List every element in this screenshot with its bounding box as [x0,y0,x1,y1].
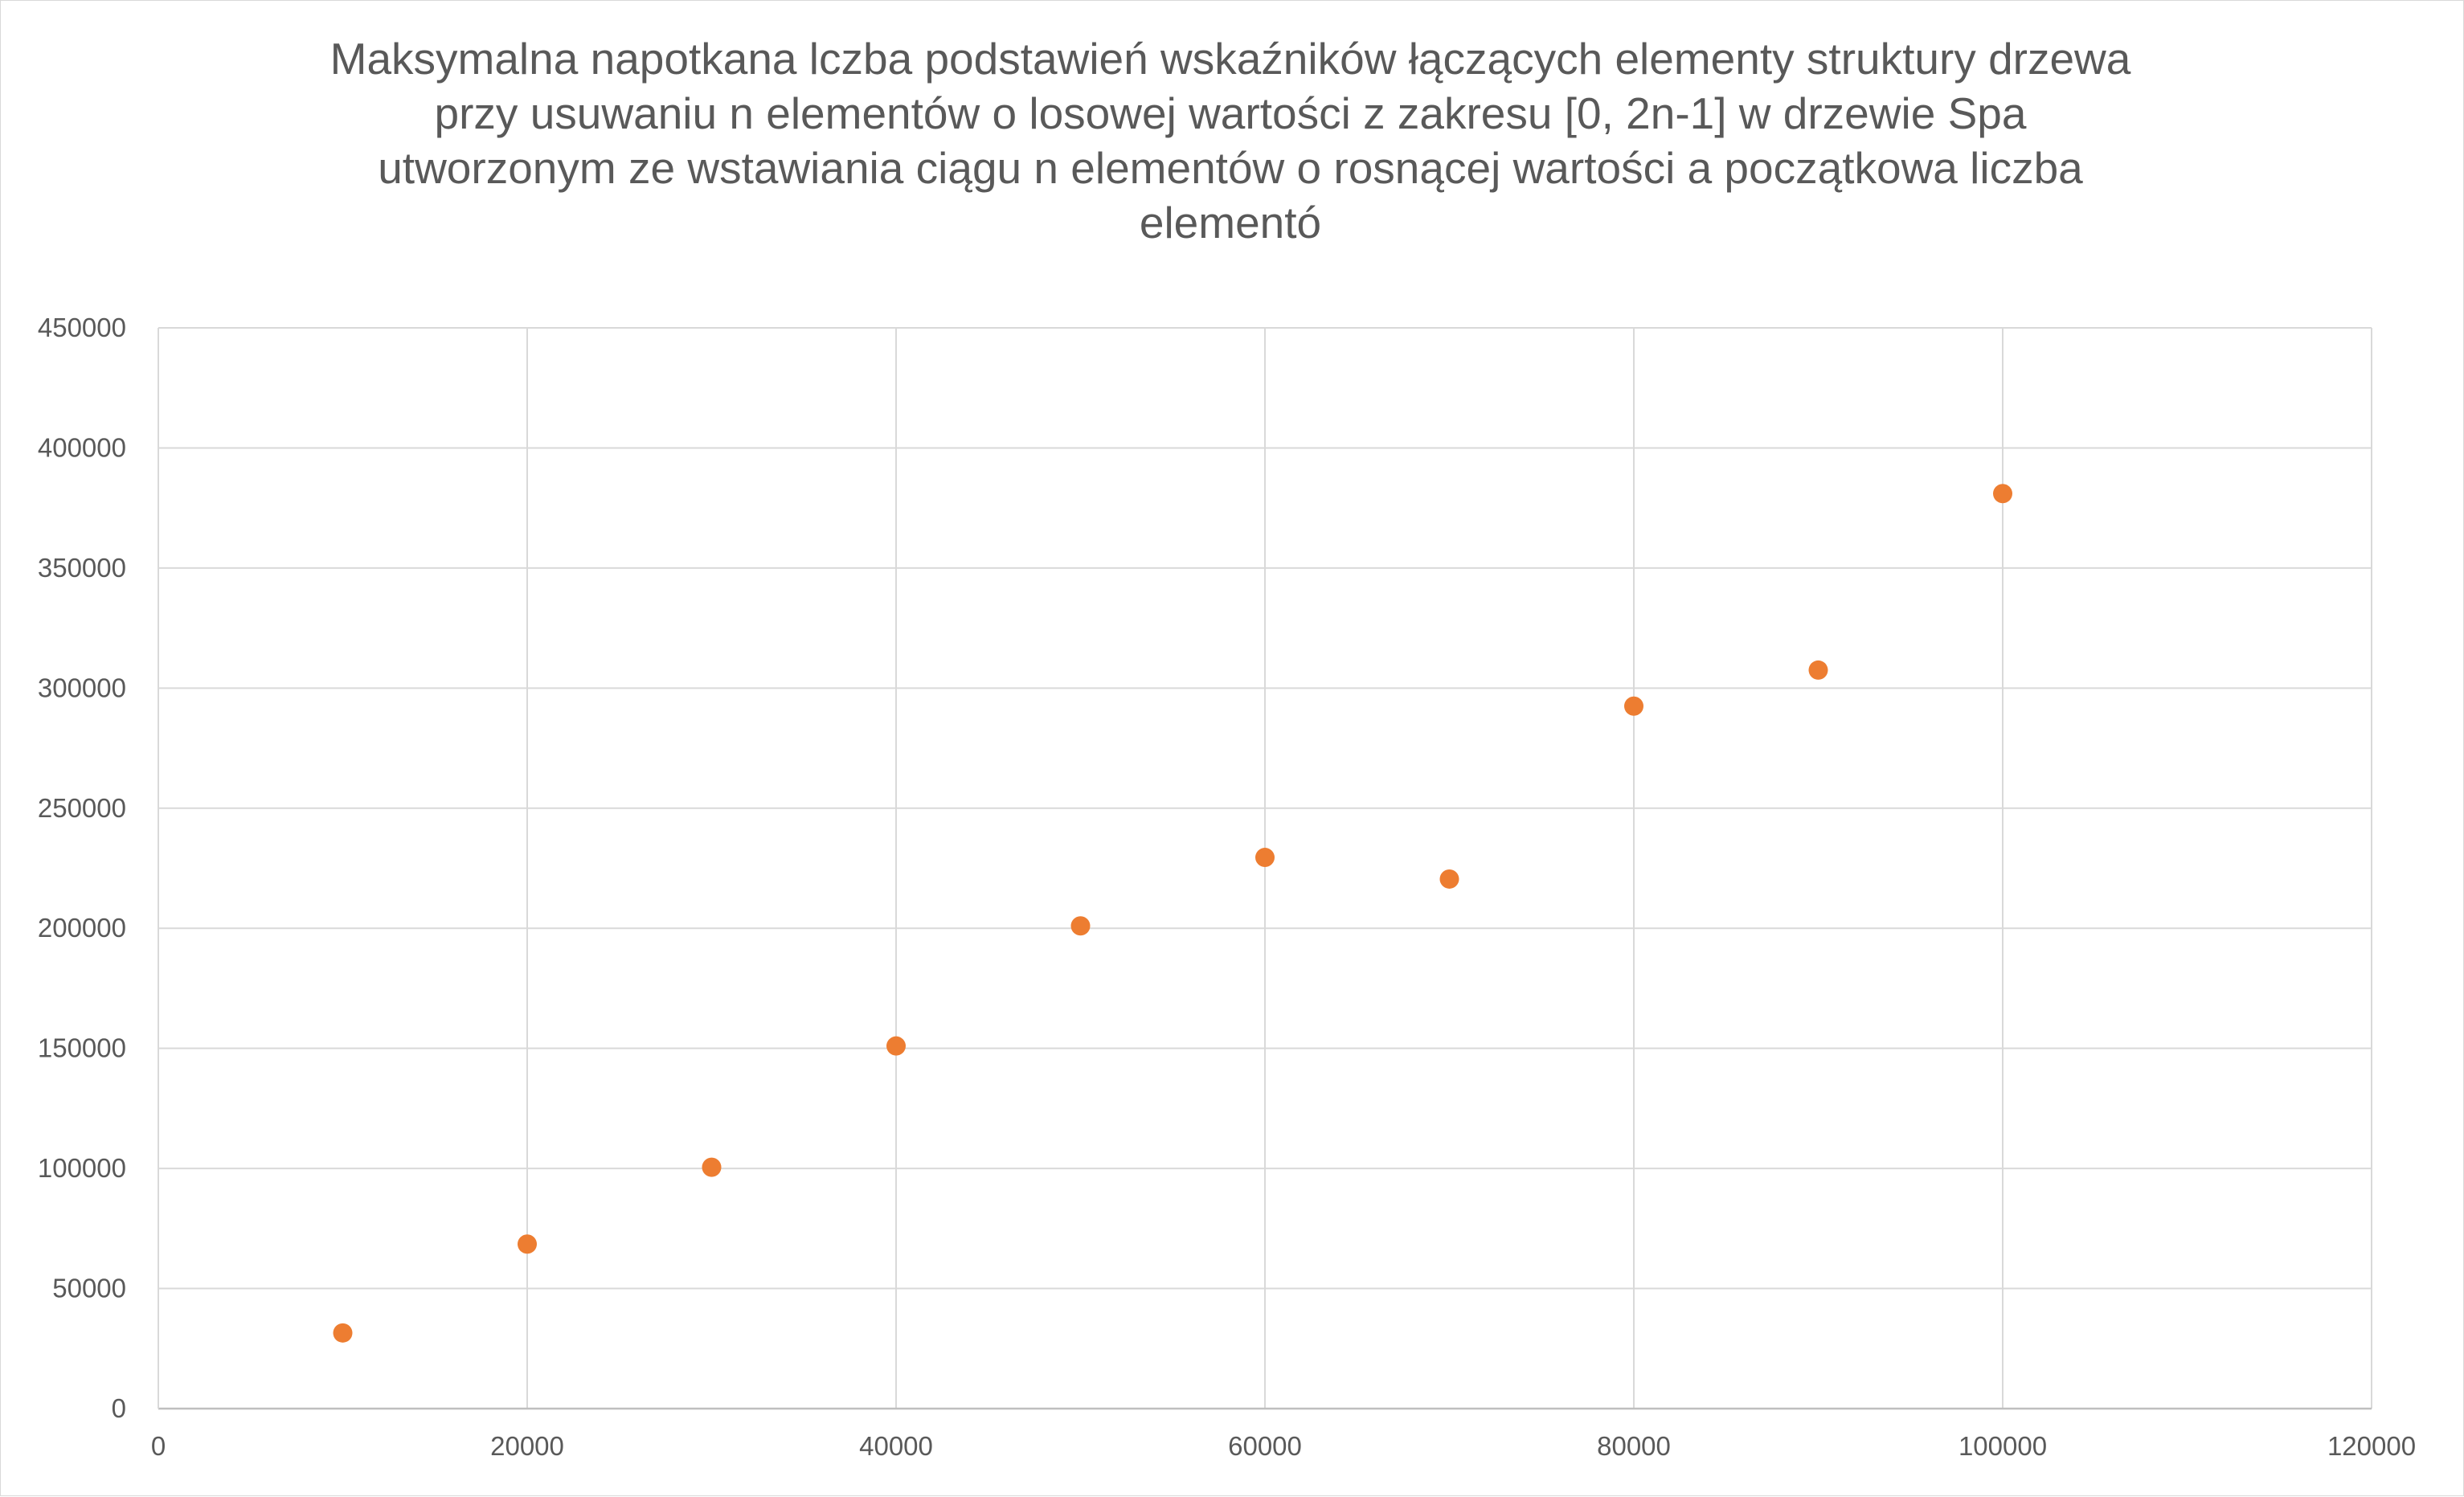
y-tick-label: 400000 [38,432,126,462]
data-point [518,1234,537,1254]
data-point [886,1036,906,1056]
y-tick-label: 150000 [38,1033,126,1063]
data-point [1070,916,1091,936]
chart-title-line-1: Maksymalna napotkana lczba podstawień ws… [329,34,2131,84]
x-tick-label: 100000 [1959,1431,2047,1461]
y-tick-label: 0 [112,1393,126,1423]
data-point [1993,484,2012,504]
data-point [1255,848,1275,868]
x-tick-label: 20000 [490,1431,564,1461]
y-tick-label: 200000 [38,913,126,943]
x-tick-label: 60000 [1228,1431,1302,1461]
x-tick-label: 0 [151,1431,166,1461]
gridlines [158,327,2372,1409]
chart-title-line-3: utworzonym ze wstawiania ciągu n element… [378,143,2083,193]
x-tick-label: 40000 [859,1431,933,1461]
y-tick-label: 450000 [38,313,126,342]
tick-labels: 0500001000001500002000002500003000003500… [38,313,2416,1461]
y-tick-label: 50000 [52,1274,126,1303]
y-tick-label: 300000 [38,673,126,702]
data-point [1624,696,1643,716]
chart-title-line-2: przy usuwaniu n elementów o losowej wart… [434,88,2027,138]
data-points [333,484,2012,1343]
axes [158,328,2372,1410]
x-tick-label: 120000 [2327,1431,2416,1461]
data-point [333,1323,353,1343]
chart-title-line-4: elementó [1139,198,1322,247]
y-tick-label: 100000 [38,1153,126,1183]
data-point [1439,869,1459,889]
x-tick-label: 80000 [1597,1431,1671,1461]
data-point [702,1157,722,1177]
y-tick-label: 350000 [38,553,126,583]
y-tick-label: 250000 [38,793,126,823]
chart-title: Maksymalna napotkana lczba podstawień ws… [210,31,2251,250]
data-point [1808,660,1828,680]
